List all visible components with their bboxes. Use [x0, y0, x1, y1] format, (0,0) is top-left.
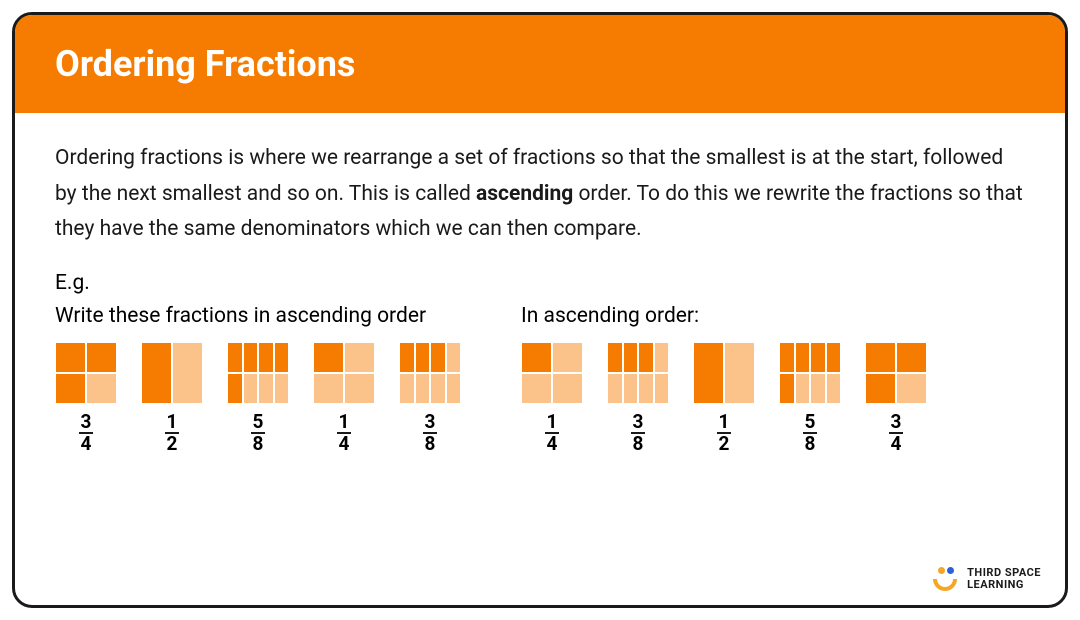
fraction-item: 38	[607, 342, 669, 456]
fraction-item: 58	[779, 342, 841, 456]
fraction-tile	[693, 342, 755, 404]
fraction-label: 38	[631, 412, 646, 456]
right-column: In ascending order: 14 38 12 58 34	[521, 304, 927, 456]
fraction-label: 58	[251, 412, 266, 456]
right-fraction-row: 14 38 12 58 34	[521, 342, 927, 456]
content: Ordering fractions is where we rearrange…	[15, 113, 1065, 475]
fraction-tile	[227, 342, 289, 404]
fraction-label: 38	[423, 412, 438, 456]
fraction-label: 14	[337, 412, 352, 456]
fraction-item: 12	[141, 342, 203, 456]
fraction-tile	[313, 342, 375, 404]
fraction-tile	[55, 342, 117, 404]
fraction-item: 34	[55, 342, 117, 456]
logo-icon	[931, 567, 959, 591]
fraction-label: 58	[803, 412, 818, 456]
desc-bold: ascending	[476, 182, 573, 206]
fraction-tile	[521, 342, 583, 404]
right-label: In ascending order:	[521, 304, 927, 328]
fraction-label: 34	[889, 412, 904, 456]
example-label: E.g.	[55, 268, 1025, 300]
fraction-item: 34	[865, 342, 927, 456]
brand-line2: LEARNING	[967, 579, 1041, 591]
fraction-item: 38	[399, 342, 461, 456]
left-label: Write these fractions in ascending order	[55, 304, 461, 328]
description: Ordering fractions is where we rearrange…	[55, 141, 1025, 248]
fraction-item: 12	[693, 342, 755, 456]
example-columns: Write these fractions in ascending order…	[55, 304, 1025, 456]
fraction-tile	[399, 342, 461, 404]
header: Ordering Fractions	[15, 15, 1065, 113]
fraction-label: 12	[717, 412, 732, 456]
fraction-item: 14	[521, 342, 583, 456]
fraction-tile	[141, 342, 203, 404]
fraction-item: 58	[227, 342, 289, 456]
lesson-card: Ordering Fractions Ordering fractions is…	[12, 12, 1068, 608]
fraction-tile	[865, 342, 927, 404]
logo-text: THIRD SPACE LEARNING	[967, 567, 1041, 591]
left-fraction-row: 34 12 58 14 38	[55, 342, 461, 456]
fraction-item: 14	[313, 342, 375, 456]
left-column: Write these fractions in ascending order…	[55, 304, 461, 456]
page-title: Ordering Fractions	[55, 43, 1025, 85]
fraction-label: 14	[545, 412, 560, 456]
brand-logo: THIRD SPACE LEARNING	[931, 567, 1041, 591]
fraction-tile	[779, 342, 841, 404]
fraction-label: 12	[165, 412, 180, 456]
fraction-tile	[607, 342, 669, 404]
fraction-label: 34	[79, 412, 94, 456]
